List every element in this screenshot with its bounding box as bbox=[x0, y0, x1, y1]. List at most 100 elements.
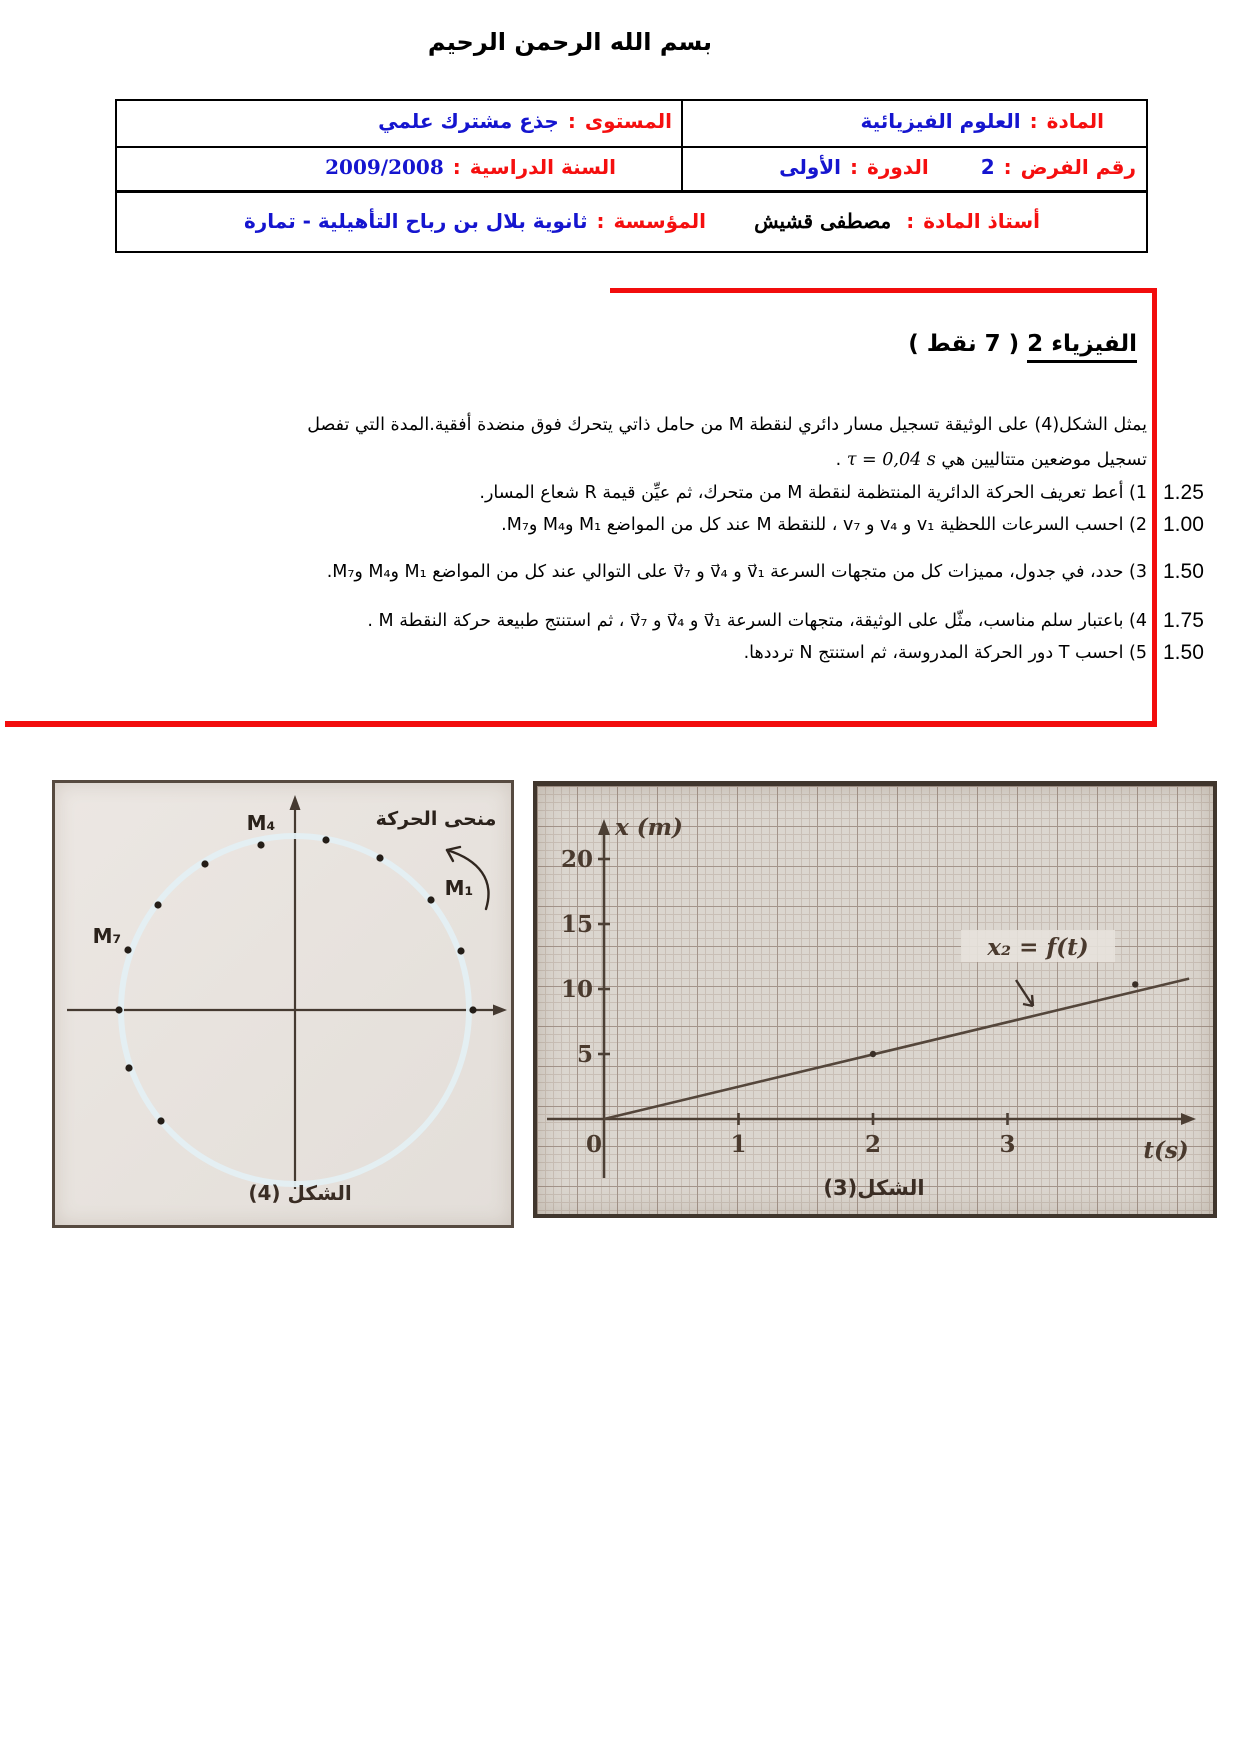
position-axis-arrow-icon bbox=[598, 819, 610, 835]
exam-info-table: المادة:العلوم الفيزيائية المستوى:جذع مشت… bbox=[115, 99, 1148, 253]
data-point bbox=[869, 1050, 877, 1058]
curve-label-arrow-icon bbox=[1014, 979, 1035, 1007]
basmala-calligraphy: بسم الله الرحمن الرحيم bbox=[427, 28, 713, 56]
table-row-divider-2 bbox=[117, 190, 1146, 193]
position-dot bbox=[154, 901, 162, 909]
position-label: M₁ bbox=[445, 876, 474, 900]
intro-line-2-text: تسجيل موضعين متتاليين هي bbox=[941, 450, 1147, 470]
curve-label: x₂ = f(t) bbox=[986, 934, 1088, 961]
position-dot bbox=[257, 841, 265, 849]
position-label: M₄ bbox=[247, 811, 276, 835]
teacher-cell: أستاذ المادة: مصطفى قشيش bbox=[754, 209, 1040, 233]
school-cell: المؤسسة: ثانوية بلال بن رباح التأهيلية - … bbox=[244, 209, 706, 233]
position-dot bbox=[457, 947, 465, 955]
position-time-graph: 5 10 15 20 0 1 2 3 x (m) t(s) x₂ = f(t) bbox=[547, 814, 1196, 1178]
question-4: 4) باعتبار سلم مناسب، مثّل على الوثيقة، … bbox=[367, 611, 1147, 631]
teacher-label: أستاذ المادة bbox=[923, 209, 1040, 233]
position-dot bbox=[376, 854, 384, 862]
curve-label-arrowhead-icon bbox=[1022, 994, 1035, 1008]
position-dot bbox=[157, 1117, 165, 1125]
year-value: 2009/2008 bbox=[325, 155, 444, 179]
position-dot bbox=[115, 1006, 123, 1014]
intro-line-2: تسجيل موضعين متتاليين هي τ = 0,04 s . bbox=[836, 447, 1147, 473]
teacher-name: مصطفى قشيش bbox=[754, 209, 892, 233]
origin-label: 0 bbox=[586, 1131, 602, 1158]
question-2-mark: 1.00 bbox=[1163, 513, 1204, 536]
question-1: 1) أعط تعريف الحركة الدائرية المنتظمة لن… bbox=[479, 483, 1147, 503]
colon: : bbox=[1003, 155, 1012, 179]
section-heading: الفيزياء 2 ( 7 نقط ) bbox=[908, 331, 1137, 363]
test-number-value: 2 bbox=[980, 155, 995, 179]
level-value: جذع مشترك علمي bbox=[378, 109, 559, 133]
colon: : bbox=[1029, 109, 1038, 133]
position-dot bbox=[322, 836, 330, 844]
position-label: M₇ bbox=[93, 924, 122, 948]
level-cell: المستوى: جذع مشترك علمي bbox=[378, 109, 672, 133]
table-row-divider-1 bbox=[117, 146, 1146, 148]
figure-4-caption: الشكل (4) bbox=[248, 1181, 352, 1205]
table-column-divider bbox=[681, 101, 683, 190]
subject-label: المادة bbox=[1046, 109, 1104, 133]
position-dot bbox=[125, 1064, 133, 1072]
data-point bbox=[1132, 981, 1139, 988]
intro-line-1: يمثل الشكل(4) على الوثيقة تسجيل مسار دائ… bbox=[307, 415, 1147, 435]
question-1-mark: 1.25 bbox=[1163, 481, 1204, 504]
figure-3-photo: 5 10 15 20 0 1 2 3 x (m) t(s) x₂ = f(t) الشكل(3) bbox=[533, 781, 1217, 1218]
curve-label-background bbox=[961, 930, 1115, 962]
subject-value: العلوم الفيزيائية bbox=[860, 109, 1021, 133]
question-3-mark: 1.50 bbox=[1163, 560, 1204, 583]
question-4-mark: 1.75 bbox=[1163, 609, 1204, 632]
position-dot bbox=[201, 860, 209, 868]
session-value: الأولى bbox=[779, 155, 842, 179]
horizontal-axis-arrow-icon bbox=[493, 1004, 507, 1016]
session-label: الدورة bbox=[867, 155, 929, 179]
circular-path-diagram: M₄ M₁ M₇ منحى الحركة bbox=[67, 795, 507, 1189]
test-number-cell: رقم الفرض:2الدورة:الأولى bbox=[779, 155, 1136, 179]
school-year-cell: السنة الدراسية:2009/2008 bbox=[325, 155, 616, 179]
colon: : bbox=[906, 209, 915, 233]
subject-cell: المادة: العلوم الفيزيائية bbox=[860, 109, 1104, 133]
tau-formula: τ = 0,04 s bbox=[846, 450, 936, 470]
question-2: 2) احسب السرعات اللحظية v₁ و v₄ و v₇ ، ل… bbox=[501, 515, 1147, 535]
colon: : bbox=[596, 209, 605, 233]
time-axis-arrow-icon bbox=[1181, 1113, 1196, 1125]
x-axis-title: t(s) bbox=[1143, 1137, 1188, 1164]
intro-period: . bbox=[835, 450, 842, 470]
question-3: 3) حدد، في جدول، مميزات كل من متجهات الس… bbox=[326, 562, 1147, 582]
position-dot bbox=[469, 1006, 477, 1014]
section-title: الفيزياء 2 bbox=[1027, 331, 1137, 363]
direction-of-motion-label: منحى الحركة bbox=[376, 808, 497, 830]
position-dot bbox=[124, 946, 132, 954]
x-tick-label: 2 bbox=[865, 1131, 881, 1158]
y-tick-label: 10 bbox=[561, 976, 593, 1003]
x2-line bbox=[603, 977, 1190, 1121]
school-value: ثانوية بلال بن رباح التأهيلية - تمارة bbox=[243, 209, 588, 233]
question-5: 5) احسب T دور الحركة المدروسة، ثم استنتج… bbox=[743, 643, 1147, 663]
level-label: المستوى bbox=[584, 109, 672, 133]
x-tick-label: 1 bbox=[730, 1131, 746, 1158]
direction-arrowhead-icon bbox=[445, 845, 462, 863]
y-axis-title: x (m) bbox=[614, 814, 683, 841]
red-border-right bbox=[1152, 288, 1157, 727]
y-tick-label: 20 bbox=[561, 846, 593, 873]
colon: : bbox=[850, 155, 859, 179]
year-label: السنة الدراسية bbox=[469, 155, 616, 179]
x-tick-label: 3 bbox=[999, 1131, 1015, 1158]
colon: : bbox=[567, 109, 576, 133]
y-tick-label: 15 bbox=[561, 911, 593, 938]
vertical-axis-arrow-icon bbox=[289, 795, 301, 810]
position-dot bbox=[427, 896, 435, 904]
red-border-bottom bbox=[5, 721, 1157, 727]
figure-4-photo: M₄ M₁ M₇ منحى الحركة الشكل (4) bbox=[52, 780, 514, 1228]
figure-3-caption: الشكل(3) bbox=[823, 1176, 925, 1200]
question-5-mark: 1.50 bbox=[1163, 641, 1204, 664]
colon: : bbox=[452, 155, 461, 179]
graph-data-layer: 5 10 15 20 0 1 2 3 x (m) t(s) x₂ = f(t) bbox=[561, 814, 1190, 1164]
test-number-label: رقم الفرض bbox=[1020, 155, 1136, 179]
y-tick-label: 5 bbox=[577, 1041, 593, 1068]
school-label: المؤسسة bbox=[613, 209, 706, 233]
recorded-positions-layer: M₄ M₁ M₇ منحى الحركة bbox=[93, 808, 497, 1187]
red-border-top bbox=[610, 288, 1157, 293]
section-points: ( 7 نقط ) bbox=[908, 331, 1020, 357]
